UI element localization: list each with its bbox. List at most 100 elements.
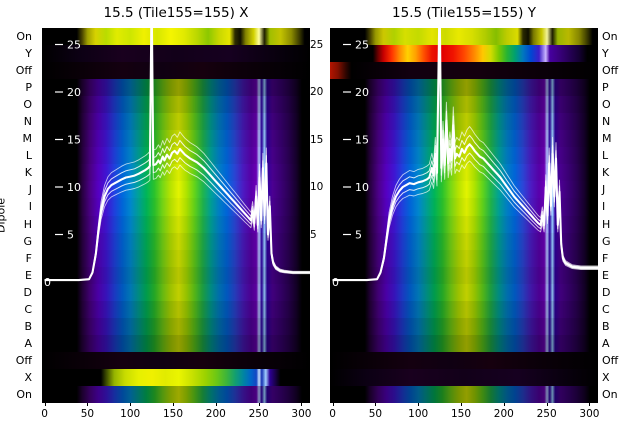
dipole-row-label-n: N	[23, 115, 32, 129]
dipole-response-line	[44, 28, 310, 281]
gap-y-tick-label: 15	[310, 133, 324, 146]
heatmap-row-f	[330, 249, 598, 267]
dipole-row-label-l: L	[25, 149, 32, 163]
dipole-labels-right: On Y Off P O N M L K J I H G F E D C B A Off X On	[602, 28, 636, 403]
x-tick-mark	[418, 403, 420, 406]
heatmap-row-on	[42, 385, 310, 403]
heatmap-row-off	[42, 62, 310, 80]
x-tick-label: 50	[80, 408, 95, 420]
inner-y-tick-label: 5	[355, 229, 362, 242]
dipole-row-label-y: Y	[25, 47, 32, 61]
gap-y-tick-label: 10	[310, 181, 324, 193]
heatmap-row-l	[42, 147, 310, 165]
dipole-row-label-i: I	[602, 200, 606, 214]
heatmap-row-off	[330, 351, 598, 369]
x-tick-mark	[173, 403, 174, 406]
heatmap-row-m	[42, 130, 310, 148]
dipole-row-label-f: F	[25, 251, 32, 265]
heatmap-row-a	[42, 334, 310, 352]
dipole-row-label-n: N	[602, 115, 611, 129]
dipole-row-label-e: E	[25, 268, 32, 282]
heatmap-row-l	[330, 147, 598, 165]
heatmap-row-p	[42, 79, 310, 97]
x-tick-label: 250	[536, 408, 557, 420]
dipole-row-label-i: I	[28, 200, 32, 214]
x-tick-mark	[546, 403, 548, 406]
dipole-row-label-k: K	[24, 166, 32, 180]
inner-y-tick-label: 5	[67, 229, 74, 242]
heatmap-row-e	[330, 266, 598, 284]
dipole-row-label-x: X	[602, 370, 610, 384]
x-tick-label: 250	[248, 408, 269, 420]
dipole-response-line	[44, 28, 310, 282]
heatmap-row-on	[330, 385, 598, 403]
x-tick-mark	[258, 403, 260, 406]
heatmap-row-on	[42, 28, 310, 46]
heatmap-row-a	[330, 334, 598, 352]
dipole-row-label-m: M	[602, 132, 612, 146]
heatmap-row-m	[330, 130, 598, 148]
dipole-row-label-f: F	[602, 251, 609, 265]
x-tick-label: 150	[450, 408, 472, 420]
dipole-response-line	[44, 28, 310, 281]
dipole-row-label-off: Off	[602, 64, 619, 78]
heatmap-row-y	[330, 45, 598, 63]
dipole-response-line	[332, 28, 598, 281]
x-tick-label: 0	[41, 408, 48, 420]
x-tick-label: 300	[579, 408, 600, 420]
heatmap	[330, 28, 598, 403]
x-tick-mark	[589, 403, 591, 406]
heatmap-row-e	[42, 266, 310, 284]
dipole-response-line	[332, 28, 598, 281]
x-tick-label: 50	[368, 408, 383, 420]
inner-y-tick-label: 10	[67, 181, 81, 194]
dipole-row-label-d: D	[23, 285, 32, 299]
heatmap-row-b	[42, 317, 310, 335]
x-tick-mark	[375, 403, 377, 406]
dipole-row-label-c: C	[602, 302, 610, 316]
dipole-row-label-k: K	[602, 166, 610, 180]
dipole-row-label-g: G	[602, 234, 611, 248]
dipole-row-label-p: P	[602, 81, 609, 95]
x-tick-mark	[130, 403, 132, 406]
heatmap-row-off	[42, 351, 310, 369]
inner-y-tick-label: 25	[67, 39, 81, 52]
panel-y-title: 15.5 (Tile155=155) Y	[392, 5, 536, 21]
dipole-row-label-on: On	[16, 388, 32, 401]
heatmap-row-g	[42, 232, 310, 250]
heatmap-row-x	[330, 368, 598, 386]
dipole-row-label-o: O	[602, 98, 611, 112]
dipole-response-line	[332, 28, 598, 282]
dipole-row-label-off: Off	[15, 64, 32, 78]
x-tick-label: 150	[162, 408, 184, 420]
gap-y-tick-label: 5	[310, 228, 317, 241]
panel-y-plot: 25 20 15 10 5 0	[330, 28, 598, 403]
dipole-row-label-on: On	[602, 30, 618, 44]
line-overlay: 25 20 15 10 5 0	[332, 28, 598, 289]
x-tick-label: 200	[205, 408, 226, 420]
inner-y-tick-label: 15	[355, 134, 369, 147]
x-tick-label: 300	[291, 408, 312, 420]
dipole-labels-left: On Y Off P O N M L K J I H G F E D C B A Off X On	[4, 28, 32, 403]
heatmap-row-d	[42, 283, 310, 301]
dipole-row-label-h: H	[602, 217, 611, 231]
dipole-row-label-j: J	[28, 183, 32, 197]
heatmap-row-d	[330, 283, 598, 301]
dipole-row-label-on: On	[602, 388, 618, 401]
x-tick-mark	[215, 403, 217, 406]
heatmap-row-g	[330, 232, 598, 250]
heatmap-row-o	[42, 96, 310, 114]
heatmap-row-x	[42, 368, 310, 386]
inner-y-tick-label: 0	[332, 276, 339, 289]
heatmap-row-n	[330, 113, 598, 131]
inner-y-tick-label: 20	[67, 86, 81, 99]
x-axis-ticks-right: 0 50 100 150 200 250 300	[329, 403, 600, 427]
dipole-row-label-l: L	[602, 149, 609, 163]
dipole-row-label-b: B	[602, 319, 610, 333]
heatmap-row-n	[42, 113, 310, 131]
heatmap-row-k	[42, 164, 310, 182]
dipole-row-label-x: X	[24, 370, 32, 384]
panel-x-plot: 25 20 15 10 5 0	[42, 28, 310, 403]
gap-y-tick-label: 20	[310, 86, 324, 98]
